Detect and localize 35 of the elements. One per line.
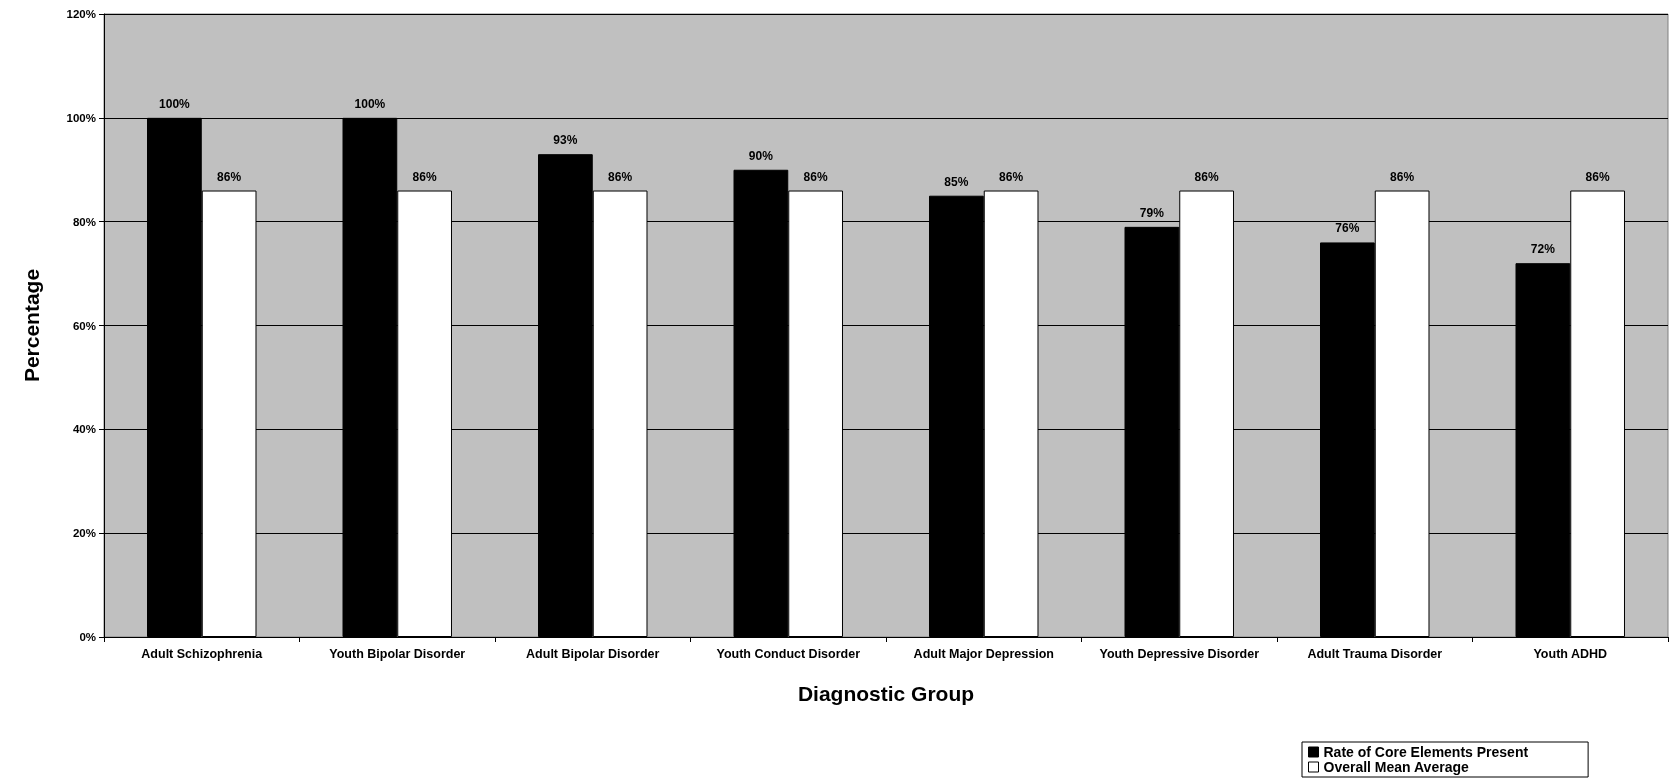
data-label: 86%: [999, 169, 1024, 184]
data-label: 86%: [1390, 169, 1415, 184]
legend-label: Overall Mean Average: [1323, 759, 1469, 775]
data-label: 72%: [1530, 242, 1556, 257]
data-label: 76%: [1335, 221, 1360, 236]
y-tick-label: 80%: [72, 215, 96, 228]
x-tick-label: Youth Bipolar Disorder: [329, 646, 466, 661]
data-label: 86%: [803, 169, 828, 184]
x-tick-label: Youth Conduct Disorder: [716, 646, 861, 661]
y-tick-label: 100%: [66, 111, 96, 124]
x-tick-label: Adult Trauma Disorder: [1307, 646, 1443, 661]
x-tick-label: Adult Schizophrenia: [141, 646, 264, 661]
legend-label: Rate of Core Elements Present: [1323, 744, 1529, 760]
x-tick-label: Youth Depressive Disorder: [1099, 646, 1260, 661]
y-tick-label: 60%: [72, 319, 96, 332]
data-label: 86%: [217, 169, 242, 184]
y-tick-label: 20%: [72, 527, 96, 540]
y-tick-label: 40%: [72, 423, 96, 436]
data-label: 86%: [1585, 169, 1610, 184]
y-axis-title: Percentage: [20, 268, 43, 383]
data-label: 86%: [1194, 169, 1219, 184]
x-tick-label: Adult Bipolar Disorder: [526, 646, 660, 661]
data-label: 79%: [1139, 205, 1165, 220]
y-tick-label: 120%: [66, 8, 96, 20]
x-tick-label: Adult Major Depression: [913, 646, 1054, 661]
data-label: 86%: [412, 169, 437, 184]
y-tick-label: 0%: [79, 631, 96, 643]
data-label: 86%: [608, 169, 633, 184]
data-label: 85%: [944, 174, 969, 189]
data-label: 100%: [354, 96, 386, 111]
data-label: 93%: [553, 133, 578, 148]
data-label: 100%: [159, 96, 191, 111]
x-axis-title: Diagnostic Group: [797, 682, 975, 705]
x-tick-label: Youth ADHD: [1533, 646, 1608, 661]
data-label: 90%: [748, 148, 774, 163]
